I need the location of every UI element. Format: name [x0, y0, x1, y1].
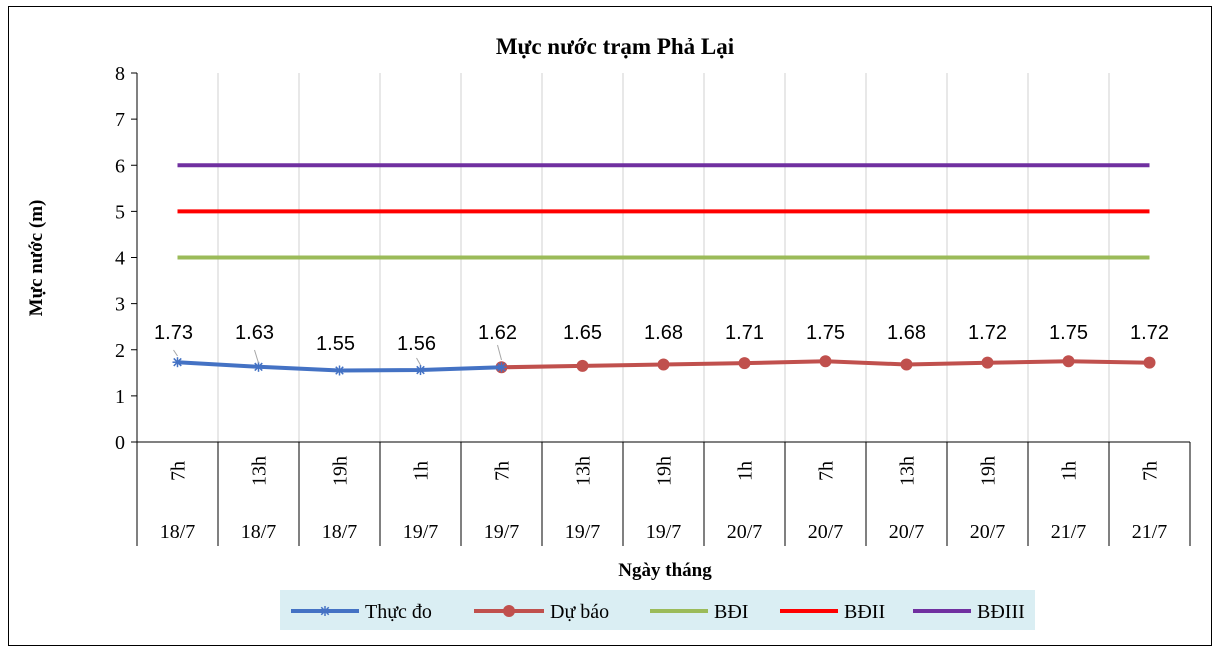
legend-label: BĐIII — [977, 601, 1025, 623]
x-tick-date: 18/7 — [241, 521, 277, 543]
label-leader — [416, 357, 421, 366]
x-tick-date: 19/7 — [565, 521, 601, 543]
data-point-star — [334, 365, 345, 376]
x-tick-date: 20/7 — [727, 521, 763, 543]
x-tick-date: 20/7 — [970, 521, 1006, 543]
data-point-circle — [1143, 356, 1156, 369]
y-tick-label: 3 — [115, 294, 125, 316]
data-label: 1.56 — [397, 333, 436, 355]
y-axis-label: Mực nước (m) — [26, 200, 47, 317]
x-tick-hour: 13h — [897, 456, 919, 486]
y-tick-label: 5 — [115, 201, 125, 223]
data-point-star — [320, 606, 330, 616]
x-tick-hour: 7h — [1140, 461, 1162, 481]
y-tick-label: 8 — [115, 63, 125, 85]
x-tick-hour: 7h — [492, 461, 514, 481]
axes — [131, 72, 1191, 546]
x-tick-hour: 1h — [411, 461, 433, 481]
data-point-circle — [1062, 355, 1075, 368]
x-tick-date: 18/7 — [160, 521, 196, 543]
x-tick-date: 21/7 — [1051, 521, 1087, 543]
legend-label: BĐII — [844, 601, 885, 623]
y-tick-label: 6 — [115, 155, 125, 177]
data-point-circle — [981, 356, 994, 369]
data-label: 1.71 — [725, 322, 764, 344]
data-label: 1.72 — [1130, 322, 1169, 344]
data-point-star — [172, 357, 183, 368]
label-leader — [173, 349, 178, 357]
y-tick-label: 0 — [115, 432, 125, 454]
x-tick-date: 19/7 — [646, 521, 682, 543]
x-tick-date: 20/7 — [808, 521, 844, 543]
data-point-circle — [576, 359, 589, 372]
x-tick-hour: 7h — [168, 461, 190, 481]
data-point-star — [415, 365, 426, 376]
data-label: 1.75 — [1049, 322, 1088, 344]
y-tick-label: 2 — [115, 340, 125, 362]
label-leader — [497, 344, 502, 361]
data-point-circle — [738, 357, 751, 370]
label-leader — [254, 349, 259, 364]
data-label: 1.63 — [235, 322, 274, 344]
y-tick-label: 7 — [115, 109, 125, 131]
x-tick-hour: 19h — [654, 456, 676, 486]
x-tick-date: 19/7 — [403, 521, 439, 543]
data-label: 1.68 — [644, 322, 683, 344]
x-tick-date: 18/7 — [322, 521, 358, 543]
data-label: 1.75 — [806, 322, 845, 344]
x-tick-labels: 7h 18/7 13h 18/7 19h 18/7 1h 19/7 7h 19/7 13h 19/7 1… — [160, 456, 1168, 543]
data-point-star — [253, 361, 264, 372]
legend: Thực đo Dự báo BĐI BĐII BĐIII — [280, 590, 1035, 630]
data-label: 1.55 — [316, 333, 355, 355]
x-tick-hour: 19h — [978, 456, 1000, 486]
x-tick-hour: 7h — [816, 461, 838, 481]
legend-label: BĐI — [714, 601, 748, 623]
x-tick-hour: 13h — [573, 456, 595, 486]
chart-title: Mực nước trạm Phả Lại — [496, 34, 735, 59]
legend-label: Thực đo — [365, 601, 432, 623]
series-lines — [172, 163, 1156, 376]
data-labels: 1.73 1.63 1.55 1.56 1.62 1.65 1.68 1.71 1.75 1.68… — [154, 322, 1169, 366]
data-point-star — [496, 362, 507, 373]
x-tick-hour: 1h — [735, 461, 757, 481]
y-tick-label: 1 — [115, 386, 125, 408]
data-label: 1.72 — [968, 322, 1007, 344]
data-point-circle — [657, 358, 670, 371]
line-chart: Mực nước trạm Phả Lại Mực nước (m) Ngày … — [26, 34, 1191, 630]
data-label: 1.73 — [154, 322, 193, 344]
data-label: 1.65 — [563, 322, 602, 344]
y-tick-label: 4 — [115, 248, 125, 270]
x-tick-date: 20/7 — [889, 521, 925, 543]
x-axis-label: Ngày tháng — [618, 560, 712, 581]
x-tick-hour: 19h — [330, 456, 352, 486]
y-tick-labels: 0 1 2 3 4 5 6 7 8 — [115, 63, 125, 454]
data-point-circle — [900, 358, 913, 371]
x-tick-hour: 1h — [1059, 461, 1081, 481]
x-tick-date: 19/7 — [484, 521, 520, 543]
data-label: 1.68 — [887, 322, 926, 344]
data-label: 1.62 — [478, 322, 517, 344]
data-point-circle — [819, 355, 832, 368]
x-tick-hour: 13h — [249, 456, 271, 486]
x-tick-date: 21/7 — [1132, 521, 1168, 543]
legend-marker — [503, 605, 515, 617]
legend-label: Dự báo — [550, 601, 609, 623]
